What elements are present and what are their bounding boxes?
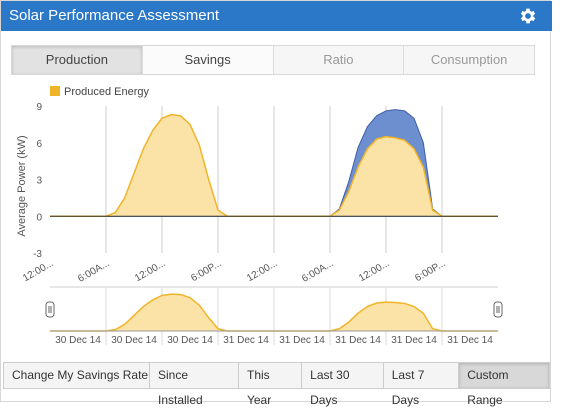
navigator-date-label: 30 Dec 14: [111, 335, 157, 346]
page-title: Solar Performance Assessment: [9, 7, 220, 24]
navigator-date-label: 31 Dec 14: [391, 335, 437, 346]
y-tick-label: -3: [33, 249, 42, 260]
production-chart: Produced Energy Average Power (kW) 9 6 3 0 -…: [16, 86, 503, 346]
series-area-produced-energy: [50, 114, 498, 217]
app-window: Solar Performance Assessment Production …: [0, 0, 552, 407]
gear-icon[interactable]: [518, 6, 538, 26]
y-axis-label: Average Power (kW): [16, 135, 28, 236]
y-tick-label: 0: [36, 212, 42, 223]
range-since-installed-button[interactable]: Since Installed: [149, 362, 239, 407]
navigator[interactable]: 30 Dec 14 30 Dec 14 30 Dec 14 31 Dec 14 31 D…: [45, 286, 503, 346]
navigator-date-label: 30 Dec 14: [55, 335, 101, 346]
tab-savings[interactable]: Savings: [142, 46, 274, 74]
tab-consumption[interactable]: Consumption: [430, 52, 508, 67]
x-tick-label: 12:00...: [133, 258, 167, 284]
change-savings-rate-button[interactable]: Change My Savings Rate: [3, 362, 158, 389]
x-tick-label: 12:00...: [357, 258, 391, 284]
x-tick-label: 6:00P...: [413, 258, 447, 284]
x-tick-label: 12:00...: [21, 258, 55, 284]
tab-production[interactable]: Production: [12, 46, 143, 74]
tab-ratio[interactable]: Ratio: [274, 46, 405, 74]
plot-area: [50, 109, 498, 217]
x-tick-label: 6:00A...: [300, 258, 335, 285]
range-last-30-days-button[interactable]: Last 30 Days: [302, 362, 384, 407]
y-tick-label: 9: [36, 102, 42, 113]
navigator-date-label: 31 Dec 14: [223, 335, 269, 346]
x-tick-label: 6:00P...: [189, 258, 223, 284]
header-bar: Solar Performance Assessment: [1, 1, 552, 31]
legend-label[interactable]: Produced Energy: [64, 86, 149, 98]
navigator-handle-left: [45, 301, 55, 318]
range-this-year-button[interactable]: This Year: [238, 362, 303, 407]
navigator-area: [50, 294, 498, 331]
navigator-date-label: 30 Dec 14: [167, 335, 213, 346]
x-tick-label: 6:00A...: [76, 258, 111, 285]
range-last-7-days-button[interactable]: Last 7 Days: [383, 362, 460, 407]
y-axis: 9 6 3 0 -3: [33, 102, 42, 260]
navigator-date-label: 31 Dec 14: [335, 335, 381, 346]
range-custom-button[interactable]: Custom Range: [459, 362, 551, 407]
navigator-date-label: 31 Dec 14: [279, 335, 325, 346]
y-tick-label: 6: [36, 139, 42, 150]
x-axis: 12:00... 6:00A... 12:00... 6:00P... 12:00...…: [21, 258, 447, 285]
metric-tabs: Production Savings Ratio Consumption: [11, 45, 535, 75]
x-tick-label: 12:00...: [245, 258, 279, 284]
y-tick-label: 3: [36, 176, 42, 187]
navigator-handle-right: [493, 301, 503, 318]
navigator-date-label: 31 Dec 14: [447, 335, 493, 346]
legend-swatch: [50, 86, 60, 96]
